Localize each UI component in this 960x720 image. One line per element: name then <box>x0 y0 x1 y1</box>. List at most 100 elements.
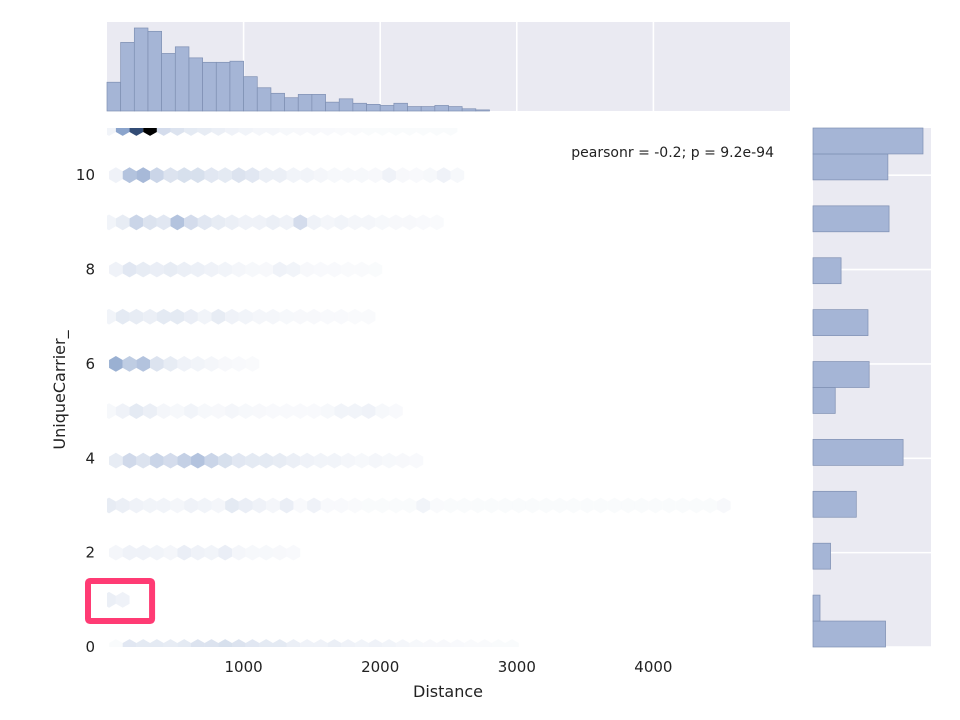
hexbin-cell <box>245 356 260 372</box>
hexbin-cell <box>389 497 403 514</box>
hexbin-cell <box>505 639 519 647</box>
top-hist-bar <box>270 92 285 112</box>
hexbin-cell <box>231 167 246 184</box>
y-tick-label: 8 <box>85 261 95 279</box>
hexbin-cell <box>218 452 232 469</box>
y-tick-label: 4 <box>85 449 95 467</box>
top-hist-bar <box>284 97 299 112</box>
hexbin-cell <box>436 167 451 184</box>
hexbin-cell <box>107 591 116 608</box>
hexbin-cell <box>107 214 116 231</box>
hexbin-cell <box>395 639 410 647</box>
right-hist-bar <box>812 205 890 233</box>
top-hist-bar <box>161 53 176 112</box>
top-hist-bar <box>407 106 422 112</box>
hexbin-cell <box>191 356 205 372</box>
hexbin-cell <box>129 308 144 325</box>
hexbin-cell <box>266 128 280 136</box>
hexbin-cell <box>389 214 403 231</box>
hexbin-cell <box>109 356 123 372</box>
hexbin-cell <box>197 128 212 136</box>
hexbin-cell <box>389 128 403 136</box>
hexbin-cell <box>238 214 253 231</box>
hexbin-cell <box>382 452 396 469</box>
hexbin-cell <box>327 452 342 469</box>
hexbin-cell <box>553 497 567 514</box>
hexbin-cell <box>341 452 355 469</box>
hexbin-cell <box>457 497 472 514</box>
hexbin-cell <box>395 452 410 469</box>
hexbin-cell <box>272 639 287 647</box>
hexbin-cell <box>341 261 355 278</box>
hexbin-cell <box>259 452 273 469</box>
hexbin-cell <box>143 214 157 231</box>
y-axis-label: UniqueCarrier_ <box>50 329 70 449</box>
top-hist-bar <box>379 105 395 112</box>
hexbin-cell <box>163 356 178 372</box>
hexbin-cell <box>430 497 444 514</box>
right-hist-bar <box>812 387 836 414</box>
hexbin-cell <box>252 128 267 136</box>
hexbin-cell <box>300 452 314 469</box>
top-hist-bar <box>434 105 449 112</box>
hexbin-cell <box>218 261 232 278</box>
hexbin-cell <box>211 128 226 136</box>
hexbin-cell <box>156 308 171 325</box>
top-marginal-histogram <box>106 22 790 112</box>
hexbin-cell <box>430 128 444 136</box>
hexbin-cell <box>136 261 151 278</box>
hexbin-cell <box>266 497 280 514</box>
top-hist-bar <box>188 57 203 112</box>
hexbin-cell <box>279 308 294 325</box>
highlight-box <box>85 577 156 625</box>
hexbin-cell <box>129 497 144 514</box>
hexbin-cell <box>443 128 458 136</box>
hexbin-cell <box>115 403 130 419</box>
x-tick-label: 1000 <box>225 658 263 676</box>
hexbin-cell <box>150 261 164 278</box>
hexbin-cell <box>409 452 424 469</box>
hexbin-cell <box>115 497 130 514</box>
top-hist-bar <box>106 81 122 112</box>
right-hist-bar <box>812 309 869 336</box>
hexbin-cell <box>163 452 178 469</box>
top-hist-bar <box>229 60 244 112</box>
hexbin-cell <box>150 639 164 647</box>
hexbin-cell <box>286 639 301 647</box>
hexbin-cell <box>197 497 212 514</box>
hexbin-cell <box>286 261 301 278</box>
hexbin-cell <box>136 452 151 469</box>
hexbin-cell <box>293 308 308 325</box>
hexbin-cell <box>109 261 123 278</box>
hexbin-cell <box>341 639 355 647</box>
y-axis-ticks: 0 2 4 6 8 10 <box>76 166 95 656</box>
hexbin-panel <box>107 128 731 647</box>
hexbin-cell <box>225 128 239 136</box>
top-hist-bar <box>448 106 463 112</box>
top-hist-bar <box>174 46 190 112</box>
hexbin-cell <box>252 308 267 325</box>
right-hist-bar <box>812 361 870 388</box>
hexbin-cell <box>272 167 287 184</box>
right-hist-bar <box>812 542 831 570</box>
hexbin-cell <box>279 497 294 514</box>
hexbin-cell <box>177 261 192 278</box>
hexbin-cell <box>662 497 676 514</box>
hexbin-cell <box>279 214 294 231</box>
hexbin-cell <box>218 167 232 184</box>
top-hist-bar <box>366 104 381 112</box>
hexbin-cell <box>136 639 151 647</box>
hexbin-cell <box>122 544 137 561</box>
y-tick-label: 0 <box>85 638 95 656</box>
hexbin-cell <box>382 639 396 647</box>
hexbin-cell <box>566 497 581 514</box>
hexbin-cell <box>163 639 178 647</box>
top-hist-bar <box>461 108 477 112</box>
hexbin-cell <box>107 403 116 419</box>
right-hist-bar <box>812 620 886 648</box>
hexbin-cell <box>204 167 219 184</box>
hexbin-cell <box>204 544 219 561</box>
hexbin-cell <box>109 167 123 184</box>
hexbin-cell <box>348 128 362 136</box>
hexbin-cell <box>334 403 349 419</box>
